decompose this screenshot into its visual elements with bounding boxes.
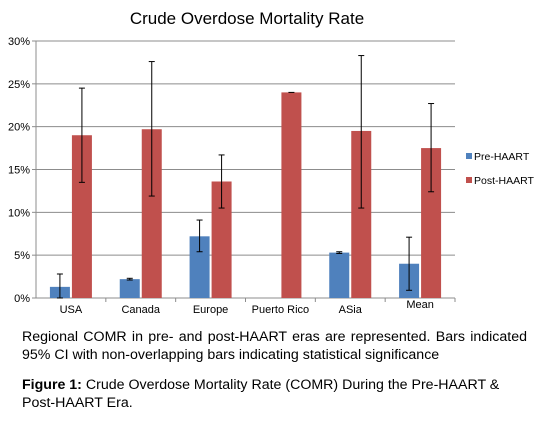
y-tick-label: 25% — [8, 79, 30, 91]
y-tick-label: 5% — [14, 250, 30, 262]
y-tick-label: 20% — [8, 122, 30, 134]
legend-swatch — [466, 153, 472, 159]
x-tick-label: Europe — [193, 304, 228, 316]
chart: Crude Overdose Mortality Rate 0% 5% 10% 15%… — [8, 9, 535, 316]
pre-haart-bar — [329, 252, 350, 298]
figure-caption: Figure 1: Crude Overdose Mortality Rate … — [22, 376, 527, 412]
x-tick-label: Canada — [121, 304, 160, 316]
legend-swatch — [466, 177, 472, 183]
figure-label: Figure 1: — [22, 377, 82, 393]
x-tick-label: ASia — [339, 304, 363, 316]
y-tick-label: 10% — [8, 207, 30, 219]
y-tick-label: 30% — [8, 36, 30, 48]
post-haart-bar — [351, 130, 372, 298]
legend-label: Pre-HAART — [474, 151, 530, 163]
legend-label: Post-HAART — [474, 175, 534, 187]
pre-haart-bar — [119, 279, 140, 298]
pre-haart-bar — [189, 236, 210, 298]
y-tick-label: 0% — [14, 293, 30, 305]
post-haart-bar — [421, 148, 442, 298]
post-haart-bar — [281, 92, 302, 299]
chart-note: Regional COMR in pre- and post-HAART era… — [22, 329, 527, 363]
post-haart-bar — [141, 129, 162, 298]
chart-title: Crude Overdose Mortality Rate — [130, 9, 364, 28]
x-tick-label: Mean — [406, 299, 434, 311]
y-tick-label: 15% — [8, 165, 30, 177]
figure-caption-text: Crude Overdose Mortality Rate (COMR) Dur… — [22, 377, 500, 411]
x-tick-label: USA — [60, 304, 83, 316]
x-tick-label: Puerto Rico — [252, 304, 309, 316]
post-haart-bar — [71, 135, 92, 298]
post-haart-bar — [211, 181, 232, 298]
